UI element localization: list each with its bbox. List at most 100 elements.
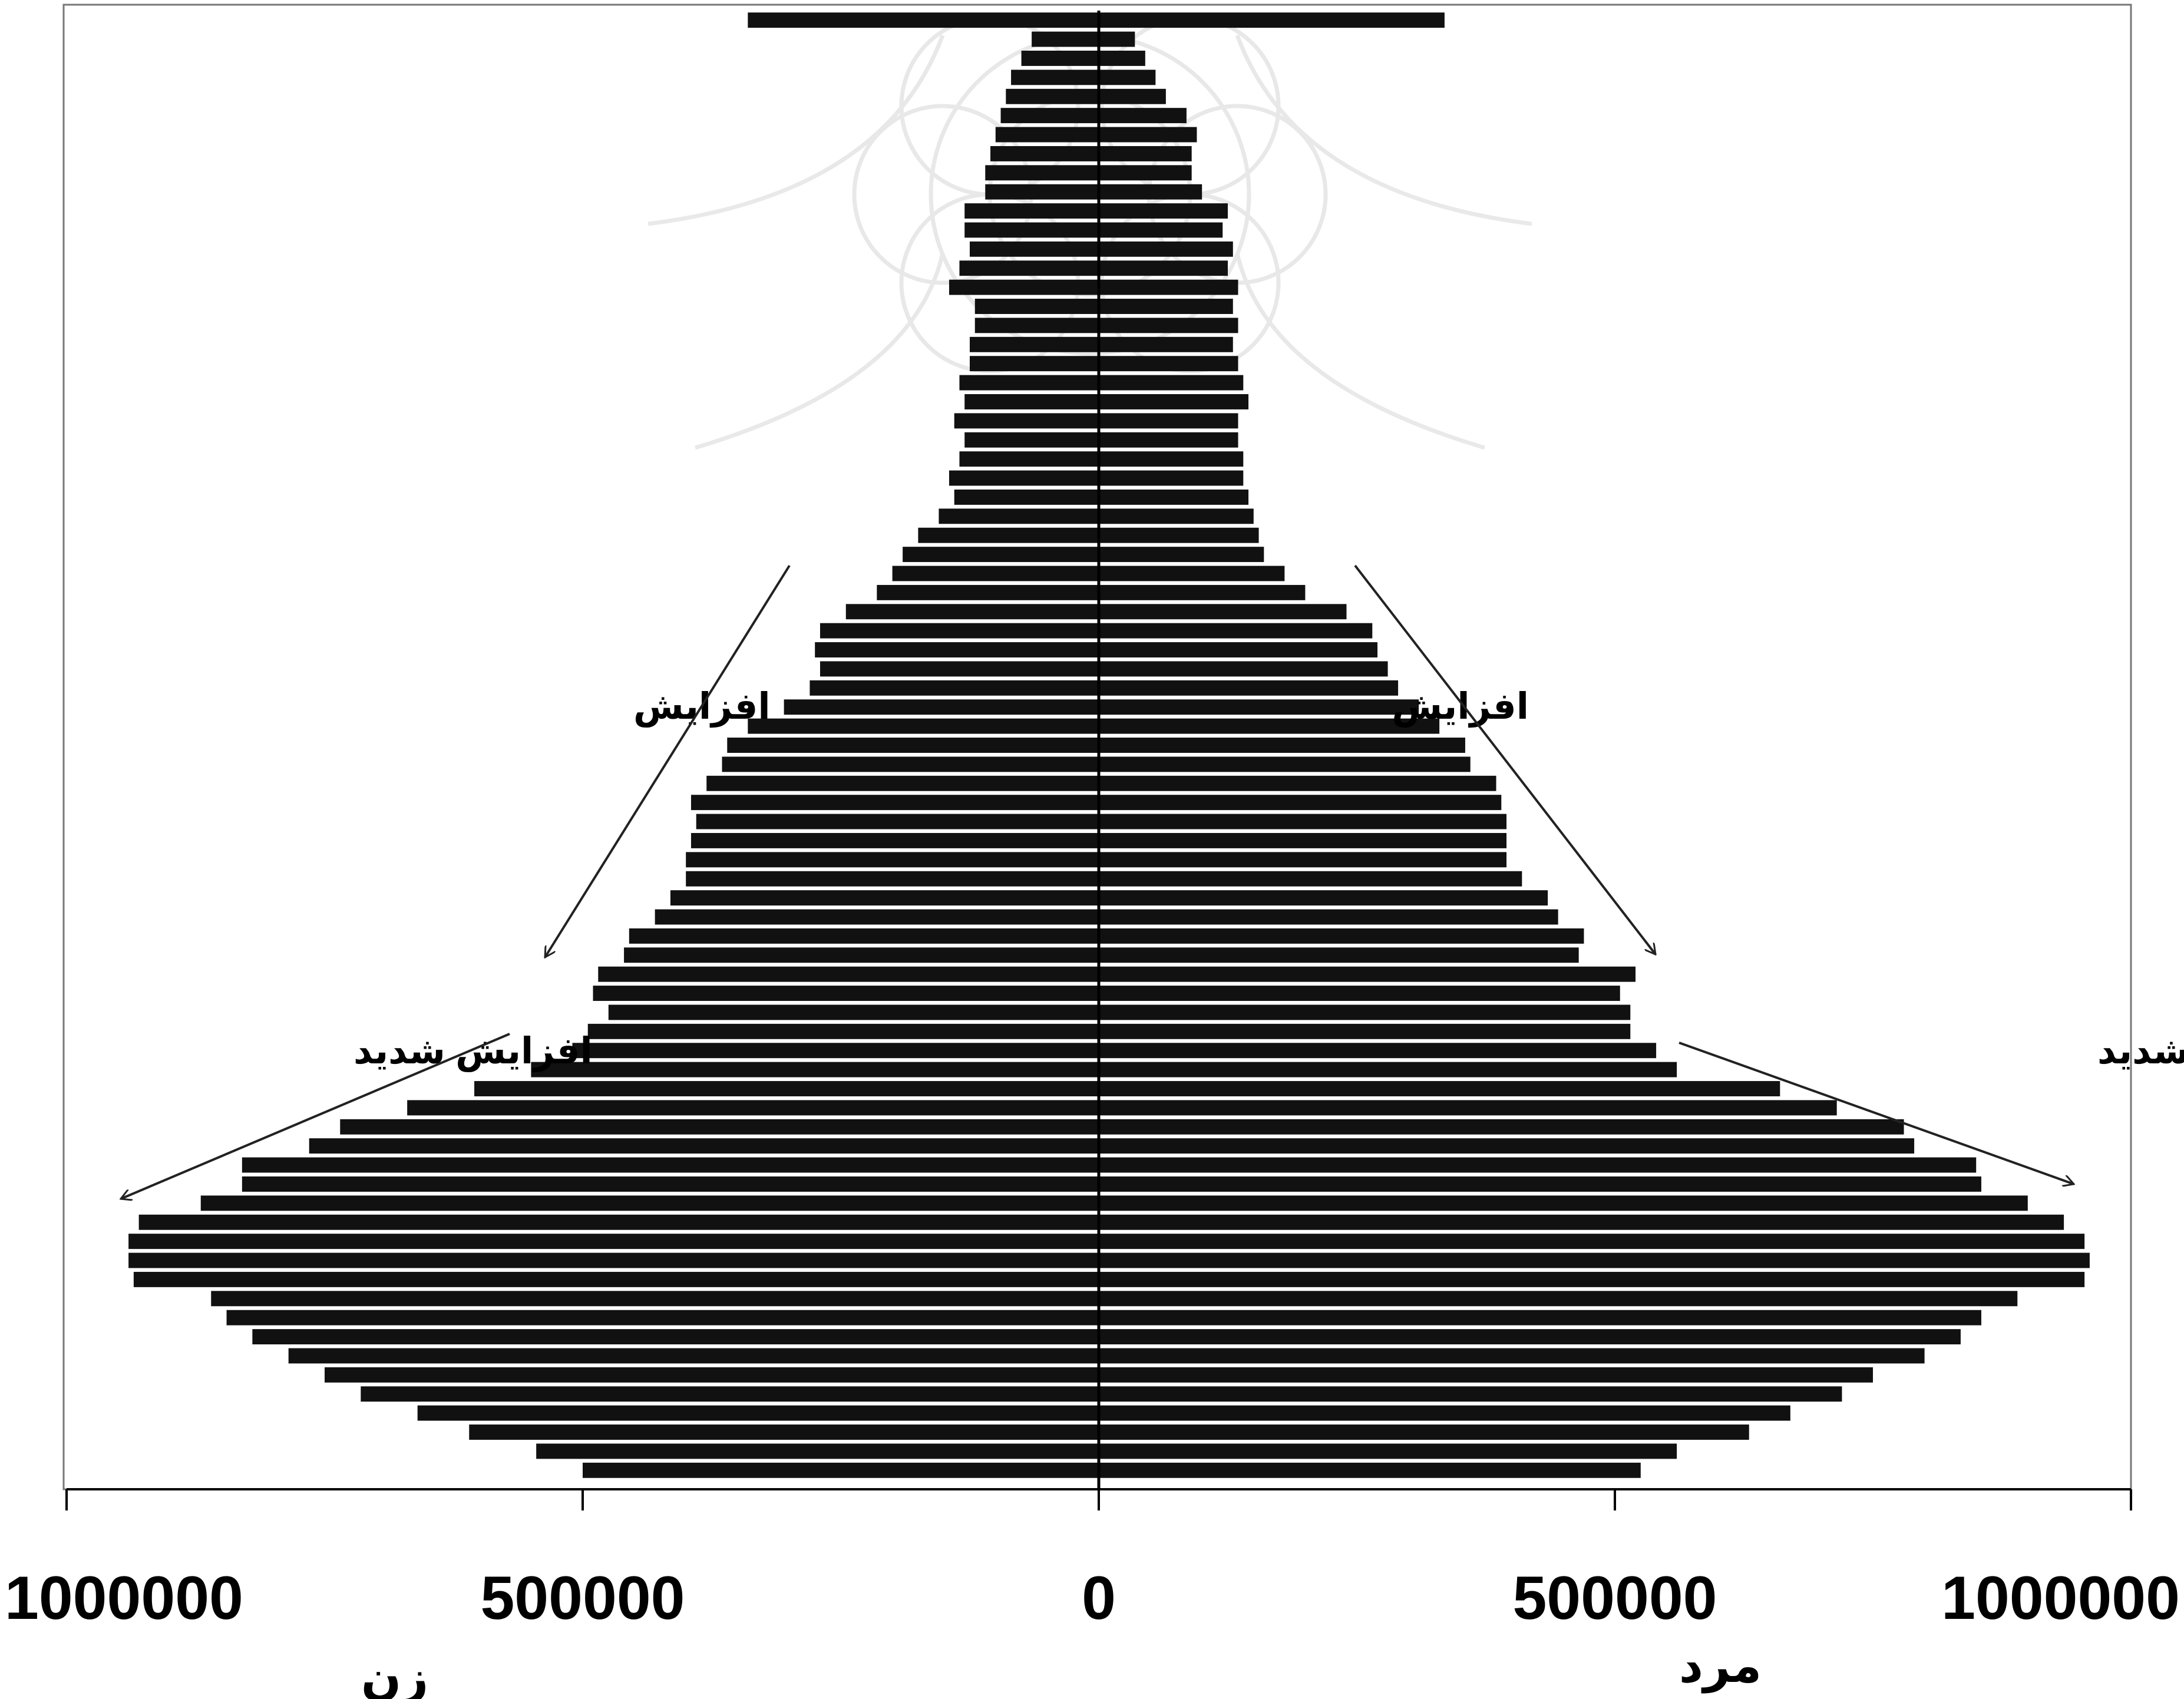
bar-left-28 (629, 928, 1099, 944)
bar-left-58 (970, 356, 1099, 372)
bar-right-74 (1099, 51, 1145, 66)
bar-left-56 (964, 394, 1099, 409)
bar-right-57 (1099, 375, 1244, 391)
bar-right-48 (1099, 547, 1264, 563)
bar-right-16 (1099, 1157, 1977, 1173)
bar-right-71 (1099, 108, 1187, 124)
bar-left-3 (417, 1405, 1099, 1421)
x-tick-label-1: 500000 (480, 1564, 685, 1632)
bar-right-34 (1099, 814, 1507, 829)
bar-left-0 (583, 1462, 1099, 1478)
bar-left-19 (407, 1100, 1099, 1116)
bar-left-17 (309, 1138, 1099, 1154)
bar-left-29 (655, 909, 1099, 925)
bar-left-65 (964, 222, 1099, 238)
bar-right-46 (1099, 584, 1306, 600)
bar-left-60 (974, 318, 1099, 333)
bar-left-40 (784, 699, 1099, 715)
bar-left-39 (748, 718, 1099, 734)
bar-left-59 (970, 336, 1099, 352)
bar-right-17 (1099, 1138, 1915, 1154)
bar-right-76 (1099, 12, 1445, 28)
bar-left-57 (959, 375, 1099, 391)
bar-right-15 (1099, 1176, 1981, 1192)
bar-right-29 (1099, 909, 1558, 925)
bar-left-73 (1011, 70, 1099, 85)
bar-left-33 (690, 832, 1099, 848)
bar-left-24 (608, 1004, 1099, 1020)
annotation-arrow-1 (1354, 564, 1656, 954)
bar-left-4 (361, 1386, 1099, 1402)
bar-right-55 (1099, 413, 1238, 429)
bar-right-75 (1099, 31, 1135, 47)
bar-left-22 (572, 1043, 1099, 1059)
bar-left-15 (242, 1176, 1099, 1192)
side-label-left: زن (361, 1651, 428, 1699)
bar-right-37 (1099, 756, 1471, 772)
annotation-arrow-2 (121, 1033, 510, 1199)
bar-right-72 (1099, 88, 1166, 104)
bar-right-22 (1099, 1043, 1657, 1059)
bar-left-42 (820, 661, 1099, 677)
bar-right-51 (1099, 489, 1249, 505)
bar-right-56 (1099, 394, 1249, 409)
bar-right-6 (1099, 1348, 1925, 1364)
annotation-label-1: افزایش (1392, 686, 1529, 728)
bar-right-58 (1099, 356, 1238, 372)
bar-right-10 (1099, 1271, 2085, 1287)
bar-right-26 (1099, 966, 1636, 982)
bar-left-13 (138, 1214, 1099, 1230)
annotation-arrow-3 (1679, 1042, 2074, 1184)
x-tick-label-4: 1000000 (1941, 1564, 2180, 1632)
bar-left-46 (877, 584, 1099, 600)
bar-left-12 (128, 1234, 1099, 1250)
bar-left-11 (128, 1252, 1099, 1268)
bar-right-27 (1099, 947, 1579, 963)
bar-right-36 (1099, 775, 1496, 791)
bar-left-25 (593, 986, 1099, 1001)
bar-right-32 (1099, 852, 1507, 868)
bar-right-7 (1099, 1329, 1961, 1345)
bar-right-69 (1099, 146, 1192, 161)
bar-left-14 (200, 1195, 1099, 1211)
annotation-arrow-0 (544, 564, 791, 957)
x-axis: 1000000 500000 0 500000 1000000 (5, 1488, 2180, 1632)
bar-right-52 (1099, 470, 1244, 486)
bar-right-63 (1099, 260, 1228, 276)
bar-left-50 (939, 508, 1099, 524)
side-label-right: مرد (1679, 1639, 1762, 1694)
bar-right-5 (1099, 1367, 1873, 1383)
bar-right-35 (1099, 795, 1502, 811)
bar-right-11 (1099, 1252, 2090, 1268)
bar-right-13 (1099, 1214, 2064, 1230)
bar-right-59 (1099, 336, 1233, 352)
annotations-layer: افزایشافزایشافزایش شدیدافزایش شدید (121, 564, 2184, 1199)
x-tick-label-3: 500000 (1512, 1564, 1717, 1632)
bar-right-2 (1099, 1424, 1749, 1440)
bar-left-76 (748, 12, 1099, 28)
bar-left-30 (670, 890, 1099, 906)
bar-left-34 (696, 814, 1099, 829)
bar-right-41 (1099, 680, 1399, 696)
bar-right-20 (1099, 1081, 1780, 1096)
bar-left-51 (954, 489, 1099, 505)
bar-left-55 (954, 413, 1099, 429)
bar-left-41 (809, 680, 1099, 696)
bar-right-61 (1099, 299, 1233, 314)
bar-left-61 (974, 299, 1099, 314)
bar-right-33 (1099, 832, 1507, 848)
bar-left-43 (815, 642, 1099, 658)
bar-left-70 (995, 127, 1099, 143)
bars-layer (128, 11, 2090, 1489)
bar-left-75 (1032, 31, 1099, 47)
bar-left-54 (964, 432, 1099, 448)
bar-right-18 (1099, 1119, 1904, 1135)
bar-left-64 (970, 241, 1099, 257)
bar-left-6 (288, 1348, 1099, 1364)
bar-right-39 (1099, 718, 1440, 734)
bar-left-72 (1006, 88, 1099, 104)
bar-left-26 (598, 966, 1099, 982)
bar-left-27 (624, 947, 1099, 963)
annotation-label-2: افزایش شدید (353, 1031, 593, 1072)
